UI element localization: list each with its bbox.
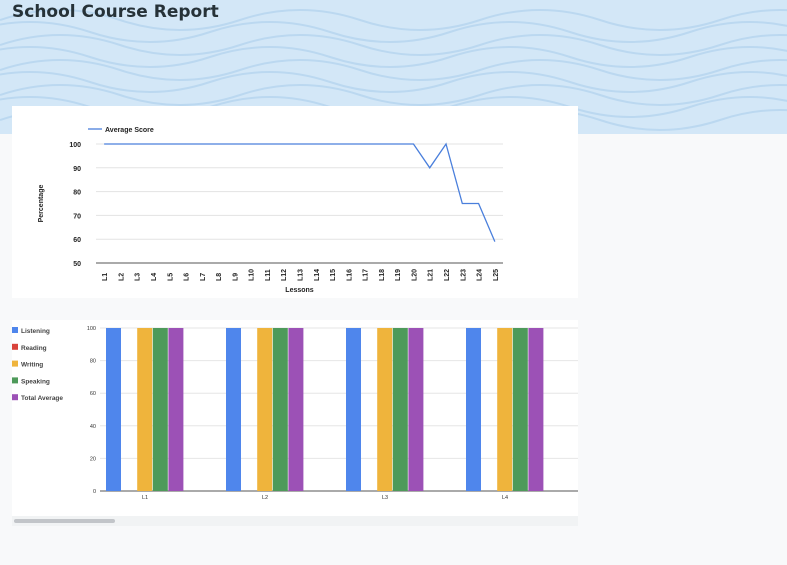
bar (152, 328, 168, 491)
x-tick-label: L3 (135, 273, 142, 281)
bar (392, 328, 408, 491)
y-tick-label: 80 (90, 359, 96, 365)
bar (137, 328, 153, 491)
x-tick-label: L20 (411, 269, 418, 281)
legend-swatch (12, 327, 18, 333)
x-tick-label: L22 (444, 269, 451, 281)
x-tick-label: L18 (379, 269, 386, 281)
y-tick-label: 90 (73, 166, 81, 173)
bar-chart: 0 20 40 60 80 100 L1 L2 L3 L4 Listening Reading Writ… (12, 326, 578, 501)
page-title: School Course Report (12, 2, 219, 22)
legend-swatch (12, 343, 18, 350)
y-tick-label: 50 (73, 261, 81, 268)
bar (497, 328, 513, 491)
x-tick-label: L12 (281, 269, 288, 281)
x-tick-label: L19 (395, 269, 402, 281)
bar (466, 328, 481, 491)
x-tick-label: L25 (493, 269, 500, 281)
x-tick-label: L16 (346, 269, 353, 281)
y-tick-label: 0 (93, 489, 96, 495)
series-line-average-score (104, 142, 496, 242)
bar (528, 328, 544, 491)
x-tick-label: L17 (363, 269, 370, 281)
x-tick-label: L21 (428, 269, 435, 281)
legend-label: Average Score (105, 127, 154, 134)
x-tick-label: L3 (382, 495, 388, 501)
x-tick-label: L2 (262, 495, 268, 501)
legend-label: Reading (21, 345, 47, 352)
bar (346, 328, 361, 491)
x-tick-label: L24 (477, 269, 484, 281)
scrollbar-thumb[interactable] (14, 519, 115, 523)
x-tick-label: L15 (330, 269, 337, 281)
legend-swatch (12, 377, 18, 384)
bar (288, 328, 304, 491)
bar (272, 328, 288, 491)
horizontal-scrollbar[interactable] (12, 516, 578, 526)
x-tick-label: L14 (314, 269, 321, 281)
x-tick-label: L4 (502, 495, 508, 501)
legend-swatch (12, 394, 18, 401)
y-tick-label: 60 (73, 237, 81, 244)
bar (106, 328, 121, 491)
y-tick-label: 70 (73, 213, 81, 220)
y-tick-label: 40 (90, 424, 96, 430)
y-tick-label: 100 (87, 326, 96, 332)
legend-label: Speaking (21, 378, 50, 385)
x-tick-label: L23 (460, 269, 467, 281)
y-tick-label: 80 (73, 190, 81, 197)
bar-chart-card: 0 20 40 60 80 100 L1 L2 L3 L4 Listening Reading Writ… (12, 320, 578, 516)
bar (408, 328, 424, 491)
bar (512, 328, 528, 491)
x-tick-label: L11 (265, 269, 272, 281)
bar (168, 328, 184, 491)
y-tick-label: 100 (69, 142, 81, 149)
x-tick-label: L2 (118, 273, 125, 281)
x-axis-title: Lessons (285, 287, 314, 294)
legend-label: Total Average (21, 395, 63, 402)
y-axis-title: Percentage (38, 185, 45, 223)
legend-swatch (12, 360, 18, 367)
x-tick-label: L7 (200, 273, 207, 281)
legend-label: Listening (21, 328, 50, 335)
x-tick-label: L10 (249, 269, 256, 281)
x-tick-label: L13 (298, 269, 305, 281)
y-tick-label: 20 (90, 456, 96, 462)
x-tick-label: L8 (216, 273, 223, 281)
x-tick-label: L1 (102, 273, 109, 281)
bar (257, 328, 273, 491)
x-tick-label: L5 (167, 273, 174, 281)
bar (377, 328, 393, 491)
x-tick-label: L9 (232, 273, 239, 281)
line-chart: 50 60 70 80 90 100 L1 L2 L3 L4 L5 L6 L7 L8 L9 L10 L11 L12… (38, 127, 503, 294)
bar (226, 328, 241, 491)
line-chart-card: 50 60 70 80 90 100 L1 L2 L3 L4 L5 L6 L7 L8 L9 L10 L11 L12… (12, 106, 578, 298)
legend-label: Writing (21, 362, 43, 369)
y-tick-label: 60 (90, 391, 96, 397)
x-tick-label: L4 (151, 273, 158, 281)
x-tick-label: L1 (142, 495, 148, 501)
x-tick-label: L6 (184, 273, 191, 281)
